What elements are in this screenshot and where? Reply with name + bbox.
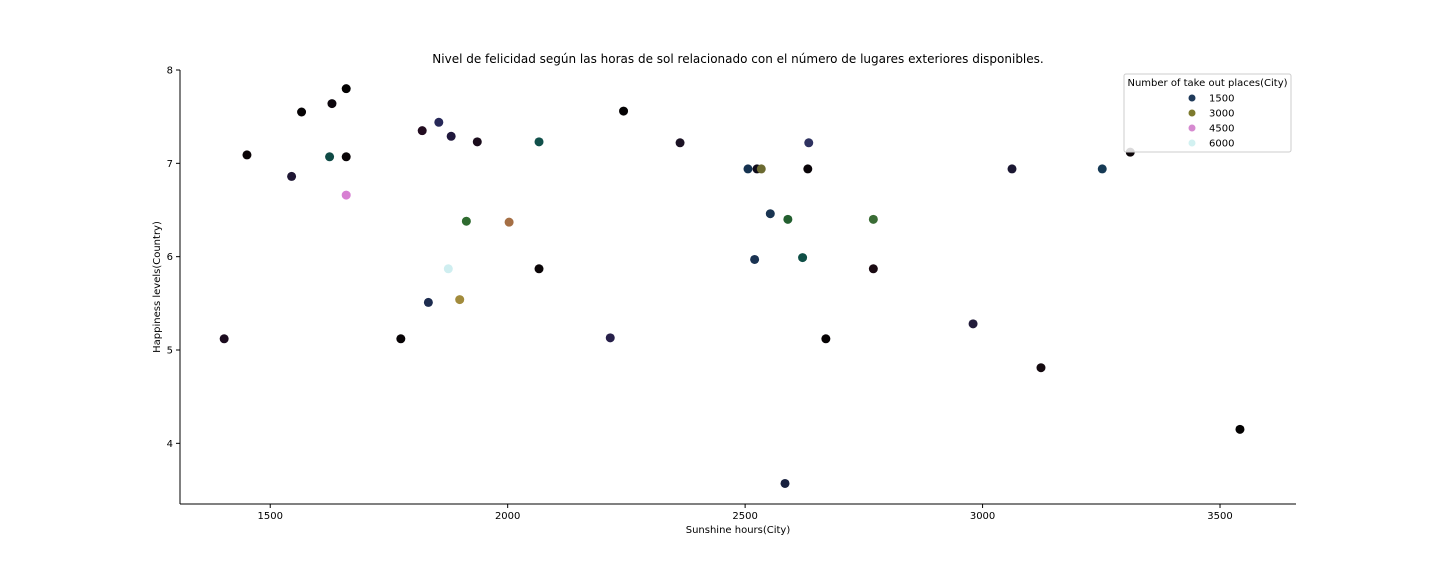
y-tick-label: 5 [167, 346, 173, 357]
data-point [750, 254, 760, 264]
legend-marker [1188, 109, 1196, 117]
data-point [341, 84, 351, 94]
legend-label: 1500 [1209, 94, 1234, 105]
x-axis-label: Sunshine hours(City) [686, 525, 791, 536]
data-point [341, 152, 351, 162]
legend: Number of take out places(City) 1500 3000 4… [1123, 73, 1292, 153]
data-point [803, 164, 813, 174]
data-point [868, 214, 878, 224]
data-point [783, 214, 793, 224]
data-point [821, 334, 831, 344]
legend-label: 4500 [1209, 124, 1234, 135]
data-point [743, 164, 753, 174]
legend-marker [1188, 139, 1196, 147]
x-tick-label: 2500 [732, 511, 757, 522]
legend-label: 3000 [1209, 109, 1234, 120]
chart-title: Nivel de felicidad según las horas de so… [432, 52, 1043, 66]
axes: 1500 2000 2500 3000 3500 4 5 6 7 8 [167, 66, 1296, 522]
data-point [798, 253, 808, 263]
data-point [455, 295, 465, 305]
data-point [443, 264, 453, 274]
data-point [472, 137, 482, 147]
data-point [242, 150, 252, 160]
x-tick-label: 3000 [970, 511, 995, 522]
data-point [219, 334, 229, 344]
data-point [341, 190, 351, 200]
data-point [504, 217, 514, 227]
data-point [1007, 164, 1017, 174]
data-point [534, 264, 544, 274]
data-point [765, 209, 775, 219]
data-point [297, 107, 307, 117]
data-point [1097, 164, 1107, 174]
data-point [461, 216, 471, 226]
y-tick-label: 7 [167, 159, 173, 170]
data-point [780, 478, 790, 488]
data-point [619, 106, 629, 116]
data-point [675, 138, 685, 148]
data-point [325, 152, 335, 162]
x-tick-label: 2000 [495, 511, 520, 522]
y-tick-label: 8 [167, 66, 173, 77]
data-point [534, 137, 544, 147]
scatter-points [219, 84, 1245, 488]
y-tick-label: 4 [167, 439, 173, 450]
data-point [605, 333, 615, 343]
data-point [287, 171, 297, 181]
data-point [756, 164, 766, 174]
legend-title: Number of take out places(City) [1127, 78, 1287, 89]
data-point [423, 297, 433, 307]
data-point [1235, 424, 1245, 434]
legend-box [1123, 73, 1292, 153]
data-point [396, 334, 406, 344]
legend-marker [1188, 94, 1196, 102]
legend-label: 6000 [1209, 139, 1234, 150]
legend-marker [1188, 124, 1196, 132]
data-point [327, 99, 337, 109]
data-point [417, 126, 427, 136]
data-point [968, 319, 978, 329]
data-point [446, 131, 456, 141]
data-point [434, 117, 444, 127]
y-axis-label: Happiness levels(Country) [152, 221, 163, 353]
x-tick-label: 1500 [258, 511, 283, 522]
data-point [868, 264, 878, 274]
data-point [1036, 363, 1046, 373]
y-tick-label: 6 [167, 252, 173, 263]
data-point [804, 138, 814, 148]
x-tick-label: 3500 [1207, 511, 1232, 522]
